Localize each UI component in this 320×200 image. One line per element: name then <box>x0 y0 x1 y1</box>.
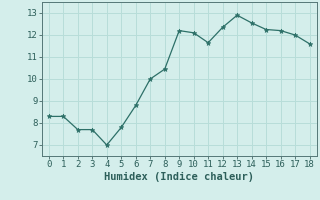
X-axis label: Humidex (Indice chaleur): Humidex (Indice chaleur) <box>104 172 254 182</box>
